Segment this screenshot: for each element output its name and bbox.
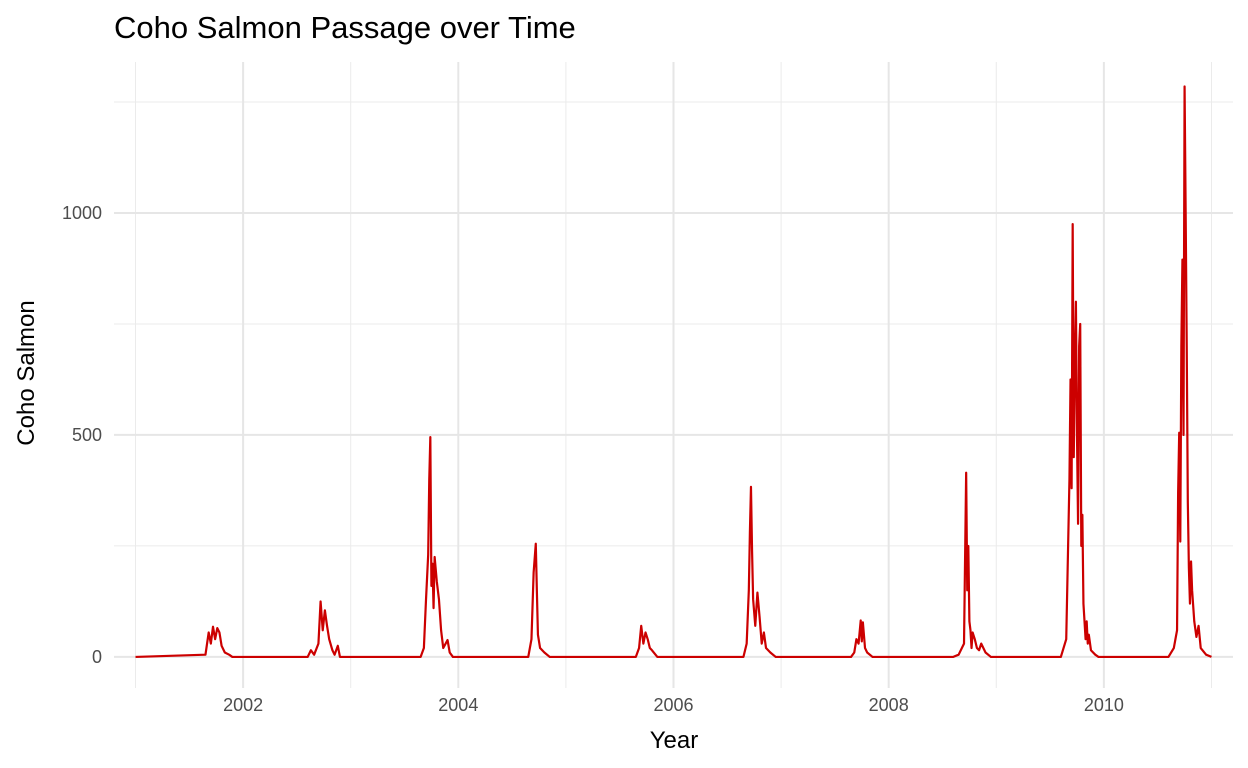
y-tick-labels: 0 500 1000	[62, 203, 102, 667]
y-tick-label: 1000	[62, 203, 102, 223]
x-tick-label: 2008	[869, 695, 909, 715]
y-tick-label: 0	[92, 647, 102, 667]
chart-title: Coho Salmon Passage over Time	[114, 10, 576, 45]
x-tick-label: 2010	[1084, 695, 1124, 715]
x-tick-labels: 2002 2004 2006 2008 2010	[223, 695, 1124, 715]
series-layer	[135, 85, 1212, 659]
grid-minor	[114, 62, 1233, 688]
series-line	[135, 85, 1212, 659]
x-axis-title: Year	[650, 727, 699, 754]
y-axis-title: Coho Salmon	[13, 300, 40, 445]
x-tick-label: 2006	[653, 695, 693, 715]
y-tick-label: 500	[72, 425, 102, 445]
x-tick-label: 2002	[223, 695, 263, 715]
grid-major	[114, 62, 1233, 688]
x-tick-label: 2004	[438, 695, 478, 715]
